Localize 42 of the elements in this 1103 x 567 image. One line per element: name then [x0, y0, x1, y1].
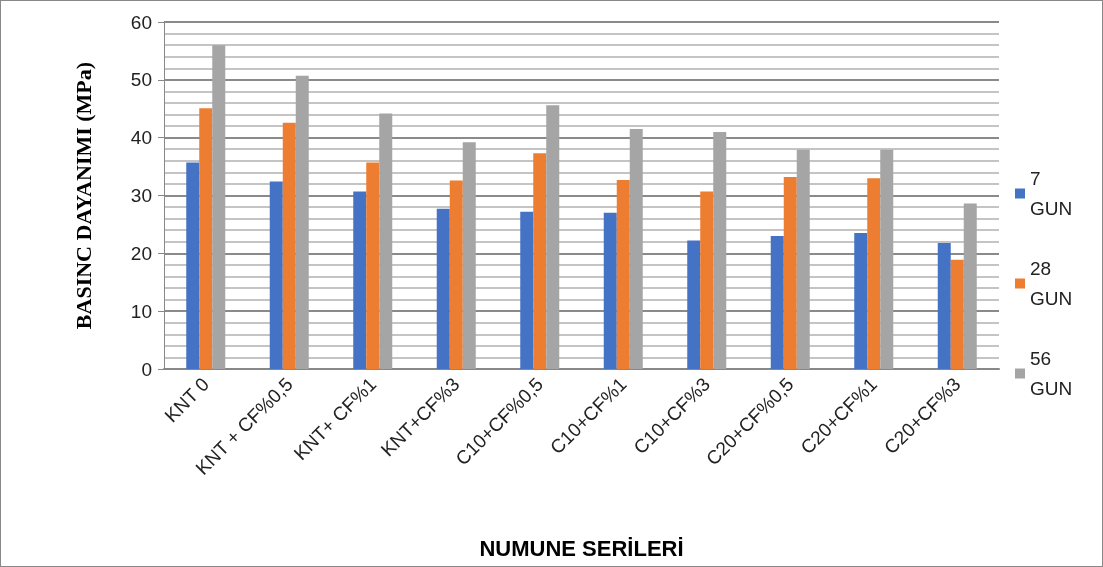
- y-tick-label: 10: [130, 300, 152, 322]
- legend-label: 7 GUN: [1030, 168, 1073, 219]
- y-tick-label: 0: [141, 358, 152, 380]
- bar: [783, 176, 797, 369]
- bar: [269, 181, 283, 369]
- bar: [353, 191, 367, 369]
- bar: [950, 259, 964, 369]
- bar: [629, 128, 643, 369]
- bar: [880, 149, 894, 369]
- bar: [436, 208, 450, 369]
- bar: [520, 211, 534, 369]
- bar: [963, 203, 977, 369]
- bar: [770, 235, 784, 369]
- bar: [796, 149, 810, 369]
- legend-label: 56 GUN: [1030, 348, 1073, 399]
- bar: [616, 179, 630, 369]
- bar: [603, 212, 617, 369]
- bar: [687, 240, 701, 369]
- bar: [700, 191, 714, 369]
- y-axis-title: BASINC DAYANIMI (MPa): [70, 61, 96, 330]
- bar: [212, 45, 226, 369]
- bar: [366, 162, 380, 369]
- bar: [282, 122, 296, 369]
- bar: [713, 131, 727, 369]
- bar: [199, 108, 213, 369]
- y-tick-label: 30: [130, 185, 152, 206]
- legend-label: 28 GUN: [1030, 258, 1073, 309]
- y-tick-label: 50: [130, 69, 152, 91]
- bar: [449, 180, 463, 369]
- bar: [854, 233, 868, 369]
- y-tick-label: 40: [130, 127, 152, 149]
- y-tick-label: 60: [130, 11, 152, 33]
- y-tick-label: 20: [130, 242, 152, 264]
- bar: [379, 113, 393, 369]
- bar: [533, 153, 547, 369]
- bar: [546, 105, 560, 369]
- bar: [937, 242, 951, 369]
- x-axis-title: NUMUNE SERİLERİ: [479, 535, 684, 561]
- bar: [295, 75, 309, 369]
- bar: [462, 142, 476, 369]
- bar: [186, 162, 200, 369]
- bar: [867, 178, 881, 369]
